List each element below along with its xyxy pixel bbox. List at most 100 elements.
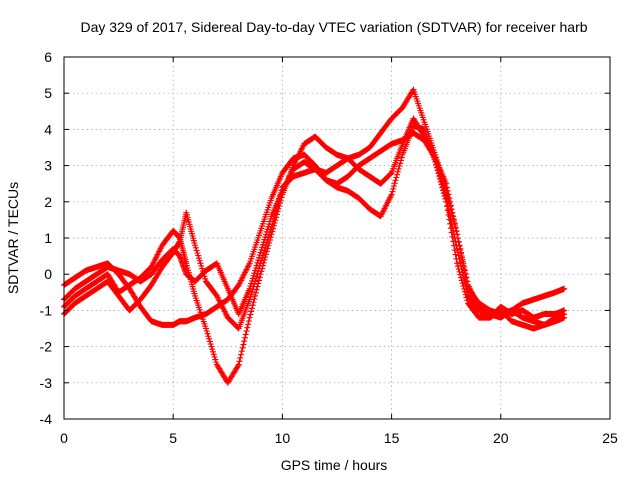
axis-ticks: 0 5 10 15 20 25 -4 -3 -2 -1 0 1 2 3 4 5 6: [40, 49, 618, 446]
plus-marker: [454, 260, 461, 267]
x-tick-label: 20: [493, 430, 509, 446]
plus-marker: [238, 348, 245, 355]
plus-marker: [202, 275, 209, 282]
plus-marker: [395, 165, 402, 172]
plus-marker: [256, 274, 263, 281]
x-tick-label: 10: [275, 430, 291, 446]
x-axis-label: GPS time / hours: [281, 457, 388, 473]
plus-marker: [262, 233, 269, 240]
plus-marker: [388, 191, 395, 198]
plus-marker: [243, 328, 250, 335]
plus-marker: [259, 241, 266, 248]
plus-marker: [394, 171, 401, 178]
plus-marker: [396, 163, 403, 170]
plus-marker: [398, 154, 405, 161]
series-line: [63, 87, 565, 385]
plus-marker: [267, 215, 274, 222]
plus-marker: [245, 318, 252, 325]
series-line: [63, 116, 565, 319]
plus-marker: [247, 283, 254, 290]
plus-marker: [213, 359, 220, 366]
y-tick-label: 4: [44, 121, 52, 137]
series-day-2: [61, 86, 568, 386]
plus-marker: [202, 325, 209, 332]
plus-marker: [239, 344, 246, 351]
plus-marker: [265, 223, 272, 230]
plus-marker: [266, 218, 273, 225]
plus-marker: [208, 343, 215, 350]
plus-marker: [260, 239, 267, 246]
y-tick-label: 3: [44, 158, 52, 174]
plus-marker: [196, 257, 203, 264]
x-tick-label: 5: [169, 430, 177, 446]
plus-marker: [394, 168, 401, 175]
y-tick-label: 0: [44, 266, 52, 282]
y-axis-label: SDTVAR / TECUs: [5, 182, 21, 294]
plus-marker: [249, 275, 256, 282]
y-tick-label: -3: [40, 375, 53, 391]
plus-marker: [241, 334, 248, 341]
plus-marker: [194, 249, 201, 256]
y-tick-label: -1: [40, 302, 53, 318]
plus-marker: [193, 247, 200, 254]
x-tick-label: 0: [60, 430, 68, 446]
plus-marker: [206, 338, 213, 345]
chart-title: Day 329 of 2017, Sidereal Day-to-day VTE…: [80, 19, 587, 35]
plus-marker: [391, 180, 398, 187]
y-tick-label: -4: [40, 411, 53, 427]
plus-marker: [255, 257, 262, 264]
plus-marker: [392, 177, 399, 184]
plus-marker: [253, 262, 260, 269]
plus-marker: [249, 302, 256, 309]
series-day-1: [61, 130, 568, 328]
plus-marker: [207, 341, 214, 348]
y-tick-label: 1: [44, 230, 52, 246]
plus-marker: [259, 244, 266, 251]
grid: [64, 57, 610, 419]
series-day-4: [61, 115, 568, 321]
plus-marker: [204, 330, 211, 337]
plus-marker: [256, 252, 263, 259]
plus-marker: [256, 277, 262, 284]
plus-marker: [238, 351, 245, 358]
plus-marker: [244, 324, 251, 331]
plus-marker: [209, 348, 216, 355]
plus-marker: [192, 242, 199, 249]
plus-marker: [252, 292, 259, 299]
plus-marker: [235, 361, 242, 368]
plus-marker: [234, 362, 241, 369]
plus-marker: [252, 267, 259, 274]
plus-marker: [240, 341, 247, 348]
plus-marker: [264, 226, 271, 233]
plus-marker: [198, 262, 205, 269]
plus-marker: [251, 270, 258, 277]
data-series: [61, 86, 568, 386]
plus-marker: [250, 272, 257, 279]
plus-marker: [206, 335, 213, 342]
y-tick-label: 6: [44, 49, 52, 65]
plus-marker: [252, 264, 259, 271]
y-tick-label: 2: [44, 194, 52, 210]
plus-marker: [199, 265, 206, 272]
plus-marker: [256, 254, 262, 261]
plus-marker: [195, 255, 202, 262]
plus-marker: [203, 328, 210, 335]
plus-marker: [252, 289, 259, 296]
plus-marker: [242, 331, 249, 338]
plus-marker: [263, 231, 270, 238]
plus-marker: [257, 249, 264, 256]
plus-marker: [266, 221, 273, 228]
plus-marker: [261, 236, 268, 243]
plus-marker: [258, 246, 265, 253]
x-tick-label: 25: [602, 430, 618, 446]
plus-marker: [390, 185, 397, 192]
plus-marker: [390, 183, 397, 190]
plus-marker: [197, 260, 204, 267]
y-tick-label: -2: [40, 339, 53, 355]
plus-marker: [254, 259, 261, 266]
plus-marker: [389, 188, 396, 195]
plus-marker: [195, 252, 202, 259]
plus-marker: [237, 354, 244, 361]
plus-marker: [205, 333, 212, 340]
